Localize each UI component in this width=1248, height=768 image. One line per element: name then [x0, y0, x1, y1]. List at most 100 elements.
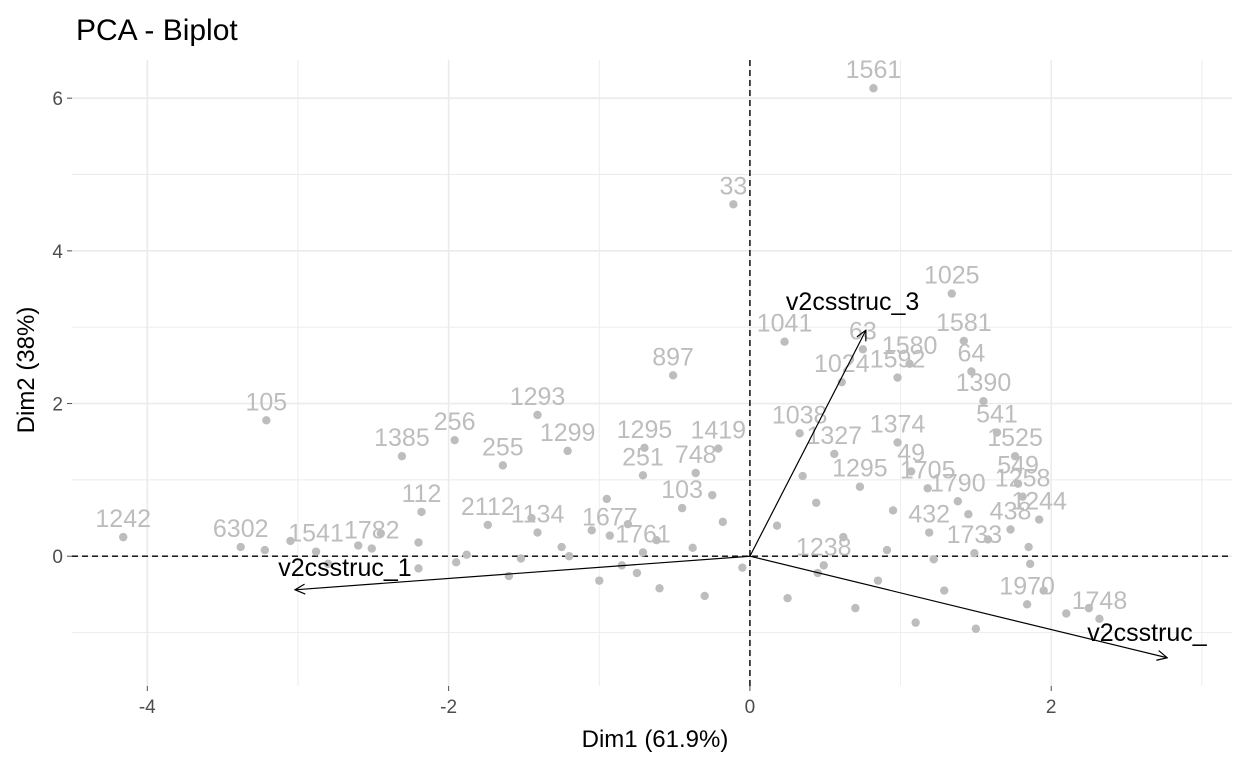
data-point — [906, 467, 916, 476]
data-point — [851, 603, 860, 613]
point-label: 1782 — [344, 517, 400, 545]
data-point — [971, 624, 981, 633]
data-point — [260, 545, 270, 555]
point-label: 1970 — [999, 572, 1055, 600]
point-label: 1242 — [95, 505, 151, 533]
point-label: 1419 — [690, 417, 746, 445]
variable-arrow — [749, 330, 866, 557]
data-point — [451, 558, 461, 567]
point-label: 438 — [990, 498, 1032, 526]
variable-arrow — [295, 555, 750, 590]
point-label: 1295 — [617, 416, 673, 444]
point-label: 549 — [997, 452, 1039, 480]
data-point — [605, 531, 615, 540]
x-tick-label: 2 — [1046, 697, 1057, 718]
data-point — [798, 471, 807, 481]
point-label: 1561 — [846, 56, 902, 84]
data-point — [602, 494, 612, 504]
data-point — [893, 438, 902, 447]
data-point — [462, 550, 471, 559]
data-point — [911, 618, 920, 627]
data-point — [812, 498, 821, 507]
y-tick-label: 0 — [52, 547, 63, 568]
point-label: 1238 — [796, 533, 852, 561]
point-label: 1025 — [924, 262, 980, 290]
data-point — [855, 482, 865, 491]
point-label: 1580 — [882, 332, 938, 360]
point-label: 1374 — [870, 410, 926, 438]
point-label: 1244 — [1011, 488, 1067, 516]
point-label: 1592 — [870, 346, 926, 374]
y-tick-label: 2 — [52, 395, 63, 416]
data-point — [1013, 479, 1023, 488]
data-point — [638, 471, 648, 480]
point-label: 1525 — [987, 424, 1043, 452]
data-point — [893, 373, 902, 382]
point-label: 1705 — [900, 456, 956, 484]
point-label: 1748 — [1072, 587, 1128, 615]
point-label: 1295 — [832, 455, 888, 483]
data-point — [718, 517, 728, 527]
data-point — [783, 594, 792, 603]
data-point — [286, 536, 295, 546]
x-tick-label: -2 — [440, 697, 457, 718]
y-tick-label: 6 — [52, 89, 63, 110]
point-label: 1733 — [947, 521, 1003, 549]
data-point — [1025, 559, 1035, 569]
data-point — [533, 410, 542, 420]
data-point — [795, 429, 804, 438]
data-point — [940, 586, 949, 595]
data-point — [1039, 586, 1048, 595]
data-point — [738, 563, 747, 572]
data-point — [323, 559, 333, 569]
point-label: 6302 — [213, 515, 269, 543]
point-label: 1258 — [995, 465, 1051, 493]
data-point — [498, 461, 508, 470]
point-label: 541 — [976, 401, 1018, 429]
data-point — [677, 503, 687, 513]
data-point — [640, 443, 649, 453]
data-point — [533, 528, 542, 537]
data-point — [623, 519, 633, 529]
data-point — [595, 576, 604, 585]
point-label: 1041 — [757, 310, 813, 338]
point-label: 103 — [661, 476, 703, 504]
point-label: 49 — [897, 439, 925, 467]
data-point — [262, 416, 271, 425]
points-layer — [119, 84, 1104, 633]
data-point — [1018, 492, 1027, 501]
data-point — [830, 449, 839, 459]
point-label: 1024 — [814, 350, 870, 378]
data-point — [873, 576, 883, 585]
data-point — [236, 542, 245, 552]
point-label: 748 — [675, 441, 717, 469]
data-point — [964, 510, 973, 519]
point-label: 2112 — [461, 493, 515, 521]
data-point — [414, 564, 423, 573]
x-axis-ticks: -4 -2 0 2 — [139, 686, 1057, 718]
data-point — [688, 543, 697, 553]
variable-label: v2csstruc_3 — [786, 288, 919, 316]
data-point — [983, 535, 993, 544]
data-point — [970, 548, 979, 558]
point-label: 1327 — [806, 422, 862, 450]
data-point — [992, 428, 1002, 437]
point-label: 1385 — [374, 424, 430, 452]
y-axis-ticks: 0 2 4 6 — [52, 89, 72, 568]
data-point — [905, 359, 914, 369]
data-point — [450, 435, 459, 445]
point-label: 432 — [908, 501, 950, 529]
point-label: 63 — [849, 317, 877, 345]
x-tick-label: -4 — [139, 697, 156, 718]
data-point — [708, 490, 717, 500]
data-point — [527, 513, 536, 523]
point-label: 33 — [719, 172, 747, 200]
data-point — [714, 444, 723, 453]
data-point — [1010, 452, 1020, 461]
data-point — [652, 535, 661, 545]
data-point — [1095, 614, 1104, 624]
point-label: 105 — [245, 388, 287, 416]
data-point — [354, 541, 363, 550]
point-label: 1390 — [956, 369, 1012, 397]
point-label: 256 — [434, 408, 476, 436]
